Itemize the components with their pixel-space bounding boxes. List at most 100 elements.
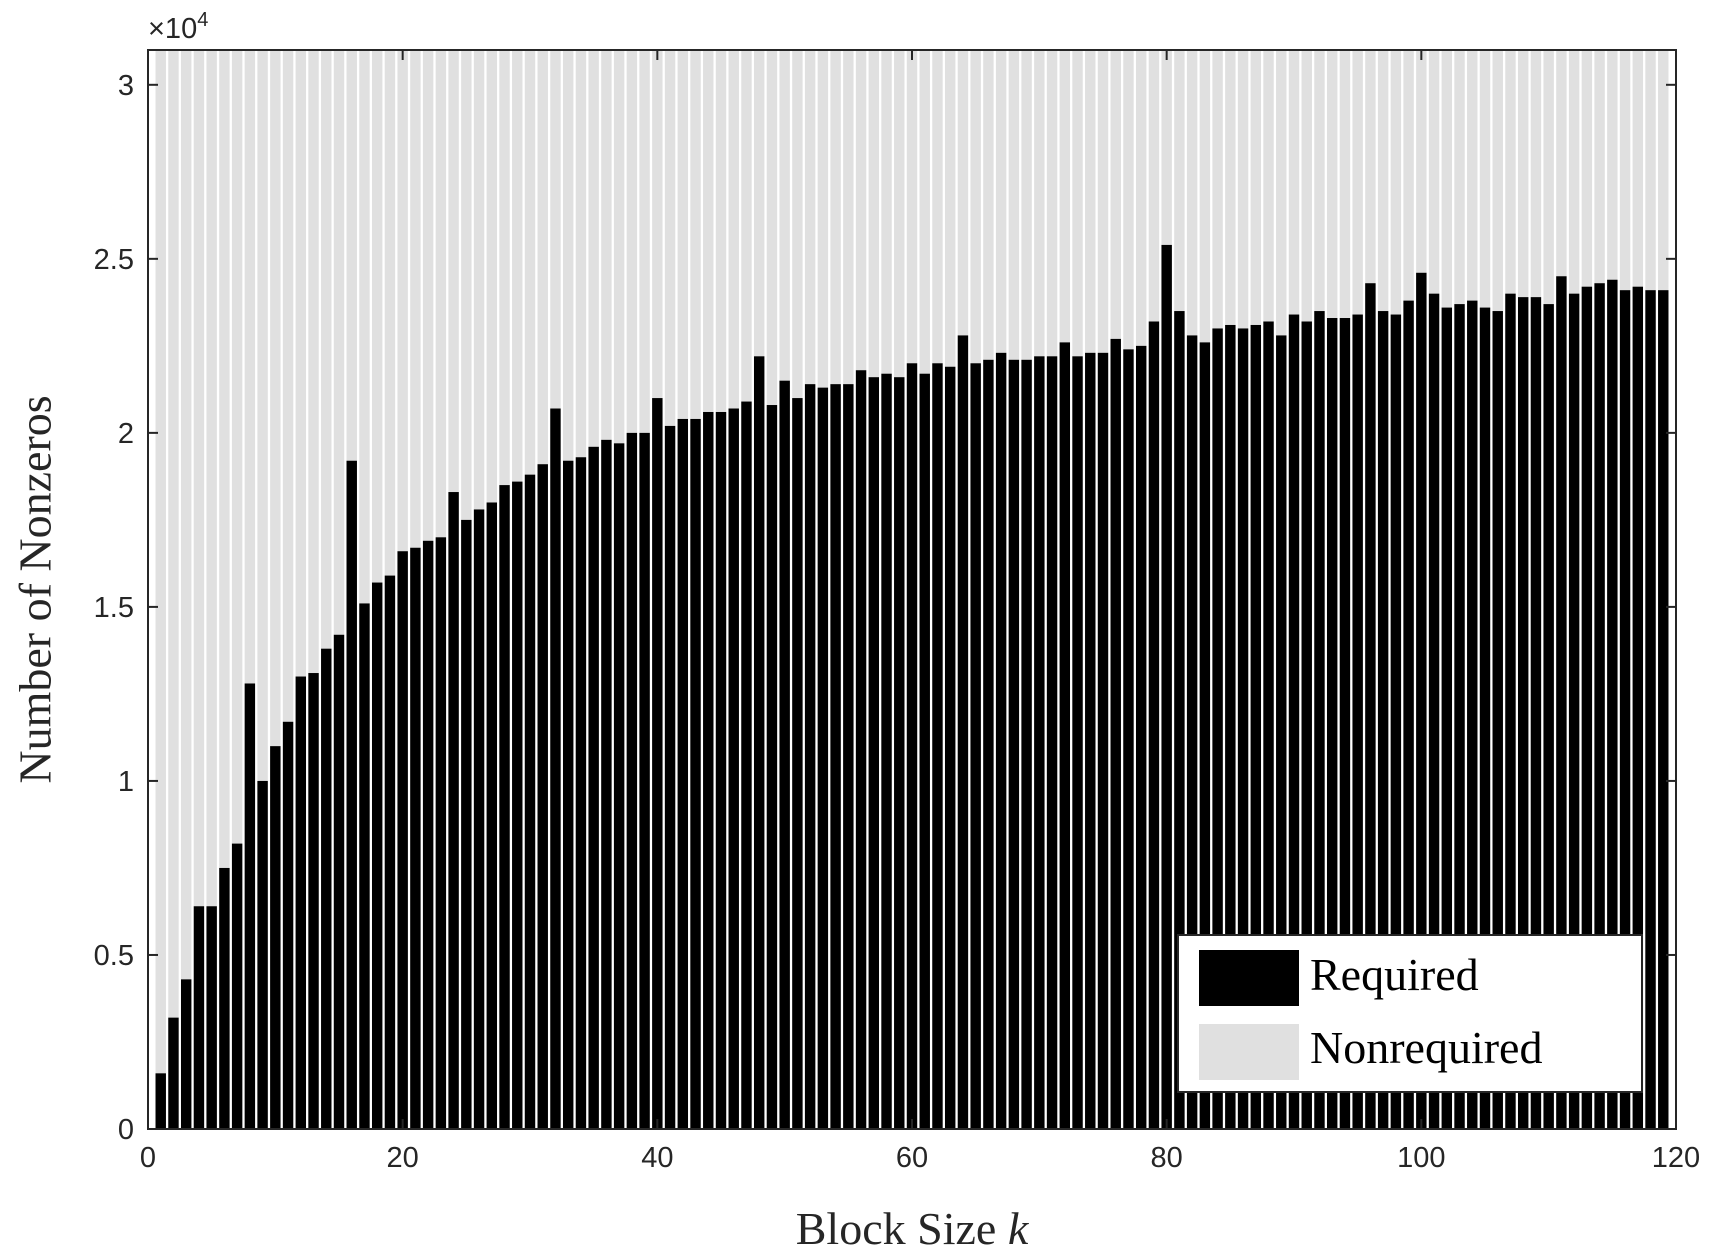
- bar-required: [499, 485, 510, 1129]
- bar-required: [1505, 293, 1516, 1130]
- bar-nonrequired: [868, 50, 880, 378]
- bar-required: [1645, 290, 1656, 1129]
- bar-required: [1428, 293, 1440, 1130]
- bar-required: [1530, 297, 1542, 1129]
- bar-nonrequired: [588, 50, 599, 447]
- bar-required: [1250, 324, 1262, 1130]
- bar-required: [384, 575, 396, 1129]
- bar-nonrequired: [1250, 50, 1262, 325]
- bar-nonrequired: [1581, 50, 1593, 287]
- bar-required: [715, 411, 727, 1130]
- bar-required: [512, 481, 523, 1130]
- bar-nonrequired: [537, 50, 548, 465]
- bar-required: [1441, 307, 1453, 1129]
- bar-nonrequired: [1428, 50, 1440, 294]
- bar-nonrequired: [371, 50, 383, 583]
- bar-nonrequired: [180, 50, 192, 980]
- legend-label-nonrequired: Nonrequired: [1310, 1022, 1542, 1073]
- bar-required: [537, 464, 548, 1129]
- bar-required: [1186, 335, 1198, 1129]
- x-tick-label: 0: [140, 1142, 156, 1174]
- bar-required: [461, 519, 472, 1129]
- legend-swatch-nonrequired: [1199, 1024, 1299, 1080]
- bar-required: [473, 509, 485, 1129]
- bar-nonrequired: [1467, 50, 1478, 301]
- bar-nonrequired: [1530, 50, 1542, 298]
- bar-required: [588, 446, 599, 1129]
- bar-required: [1161, 244, 1172, 1129]
- bar-nonrequired: [1034, 50, 1045, 357]
- x-axis-title-text: Block Size: [796, 1203, 997, 1252]
- bar-nonrequired: [270, 50, 281, 747]
- bar-nonrequired: [843, 50, 854, 385]
- bar-nonrequired: [473, 50, 485, 510]
- y-tick-label: 0.5: [94, 940, 134, 972]
- x-tick-label: 80: [1151, 1142, 1183, 1174]
- bar-required: [486, 502, 498, 1129]
- bar-nonrequired: [613, 50, 625, 444]
- bar-required: [1467, 300, 1478, 1129]
- bar-nonrequired: [715, 50, 727, 412]
- ticks-layer: 0 20 40 60 80 100 120 0 0.5 1 1.5 2 2.5 3: [94, 50, 1700, 1174]
- bar-required: [1110, 338, 1121, 1129]
- bar-nonrequired: [1314, 50, 1325, 312]
- bar-nonrequired: [1339, 50, 1351, 319]
- bar-nonrequired: [894, 50, 905, 378]
- bar-required: [1034, 356, 1045, 1130]
- bar-nonrequired: [1441, 50, 1453, 308]
- bar-nonrequired: [321, 50, 332, 649]
- bar-nonrequired: [550, 50, 561, 409]
- bar-required: [1632, 286, 1644, 1130]
- bar-nonrequired: [193, 50, 205, 907]
- bar-nonrequired: [626, 50, 638, 433]
- bar-nonrequired: [1021, 50, 1032, 360]
- bar-nonrequired: [1097, 50, 1109, 353]
- bar-required: [180, 979, 192, 1129]
- bar-nonrequired: [1059, 50, 1071, 343]
- bar-nonrequired: [1148, 50, 1160, 322]
- bar-nonrequired: [1352, 50, 1363, 315]
- bar-required: [932, 363, 943, 1129]
- bar-nonrequired: [512, 50, 523, 482]
- bar-nonrequired: [1479, 50, 1491, 308]
- bar-nonrequired: [855, 50, 867, 371]
- bar-nonrequired: [1186, 50, 1198, 336]
- bar-nonrequired: [1658, 50, 1669, 291]
- bar-nonrequired: [664, 50, 676, 426]
- bar-required: [359, 603, 370, 1129]
- legend-swatch-required: [1199, 950, 1299, 1006]
- bar-required: [1097, 352, 1109, 1129]
- bar-nonrequired: [397, 50, 408, 552]
- bar-required: [295, 676, 307, 1129]
- y-exponent-label: ×104: [148, 9, 208, 45]
- bar-nonrequired: [1212, 50, 1223, 329]
- bar-nonrequired: [690, 50, 701, 419]
- y-tick-label: 0: [118, 1114, 134, 1146]
- bar-required: [1658, 290, 1669, 1129]
- bar-required: [1543, 304, 1554, 1129]
- bar-nonrequired: [1607, 50, 1618, 280]
- bar-required: [219, 867, 230, 1129]
- bar-required: [703, 411, 714, 1130]
- bar-required: [1123, 349, 1134, 1130]
- bar-required: [906, 363, 918, 1129]
- bar-required: [664, 425, 676, 1129]
- bar-required: [1135, 345, 1147, 1129]
- bar-nonrequired: [677, 50, 689, 419]
- bar-nonrequired: [1174, 50, 1185, 312]
- bar-nonrequired: [1123, 50, 1134, 350]
- bar-required: [435, 537, 447, 1129]
- bar-nonrequired: [1568, 50, 1580, 294]
- y-tick-label: 1.5: [94, 592, 134, 624]
- bar-nonrequired: [384, 50, 396, 576]
- y-tick-label: 3: [118, 70, 134, 102]
- y-tick-label: 2: [118, 418, 134, 450]
- bar-nonrequired: [155, 50, 166, 1074]
- bar-required: [550, 408, 561, 1129]
- bar-required: [690, 418, 701, 1130]
- bar-nonrequired: [524, 50, 536, 475]
- bar-nonrequired: [830, 50, 841, 385]
- bar-required: [1085, 352, 1096, 1129]
- bar-required: [868, 377, 880, 1129]
